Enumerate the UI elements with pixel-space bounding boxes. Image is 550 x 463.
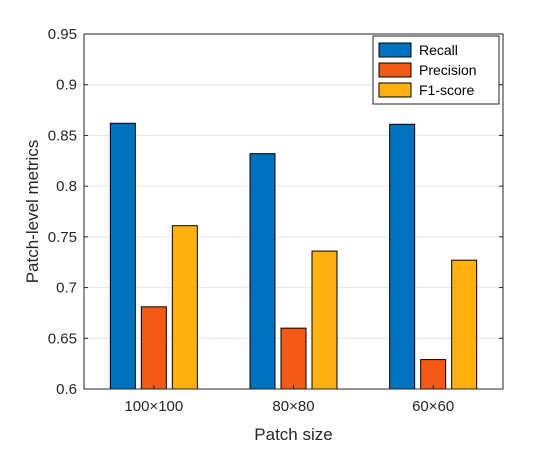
x-tick-label: 80×80 bbox=[272, 398, 314, 415]
bar-recall-1 bbox=[109, 122, 136, 390]
y-tick-label: 0.7 bbox=[56, 280, 77, 297]
bar-f1-score-2 bbox=[311, 250, 338, 390]
legend-label: Recall bbox=[419, 42, 458, 58]
y-tick-label: 0.8 bbox=[56, 178, 77, 195]
bar-f1-score-3 bbox=[451, 259, 478, 390]
x-axis-ticks: 100×100 80×80 60×60 bbox=[124, 385, 454, 415]
bar-precision-3 bbox=[420, 359, 447, 390]
legend-label: Precision bbox=[419, 62, 477, 78]
bar-f1-score-1 bbox=[171, 225, 198, 390]
legend-swatch-recall bbox=[378, 42, 412, 58]
y-tick-label: 0.95 bbox=[48, 26, 77, 43]
y-axis-label: Patch-level metrics bbox=[23, 140, 42, 284]
y-tick-label: 0.6 bbox=[56, 381, 77, 398]
y-tick-label: 0.65 bbox=[48, 330, 77, 347]
y-tick-label: 0.75 bbox=[48, 229, 77, 246]
x-tick-label: 60×60 bbox=[412, 398, 454, 415]
bars bbox=[109, 122, 478, 390]
bar-precision-2 bbox=[280, 327, 307, 390]
legend-swatch-precision bbox=[378, 62, 412, 78]
y-axis-ticks: 0.6 0.65 0.7 0.75 0.8 0.85 0.9 0.95 bbox=[48, 26, 503, 398]
x-tick-label: 100×100 bbox=[124, 398, 183, 415]
x-axis-label: Patch size bbox=[254, 425, 332, 444]
bar-recall-2 bbox=[249, 153, 276, 390]
legend-swatch-f1-score bbox=[378, 82, 412, 98]
y-tick-label: 0.9 bbox=[56, 77, 77, 94]
legend-label: F1-score bbox=[419, 82, 474, 98]
y-tick-label: 0.85 bbox=[48, 127, 77, 144]
bar-recall-3 bbox=[389, 123, 416, 390]
legend: Recall Precision F1-score bbox=[372, 35, 500, 105]
bar-precision-1 bbox=[140, 306, 167, 390]
